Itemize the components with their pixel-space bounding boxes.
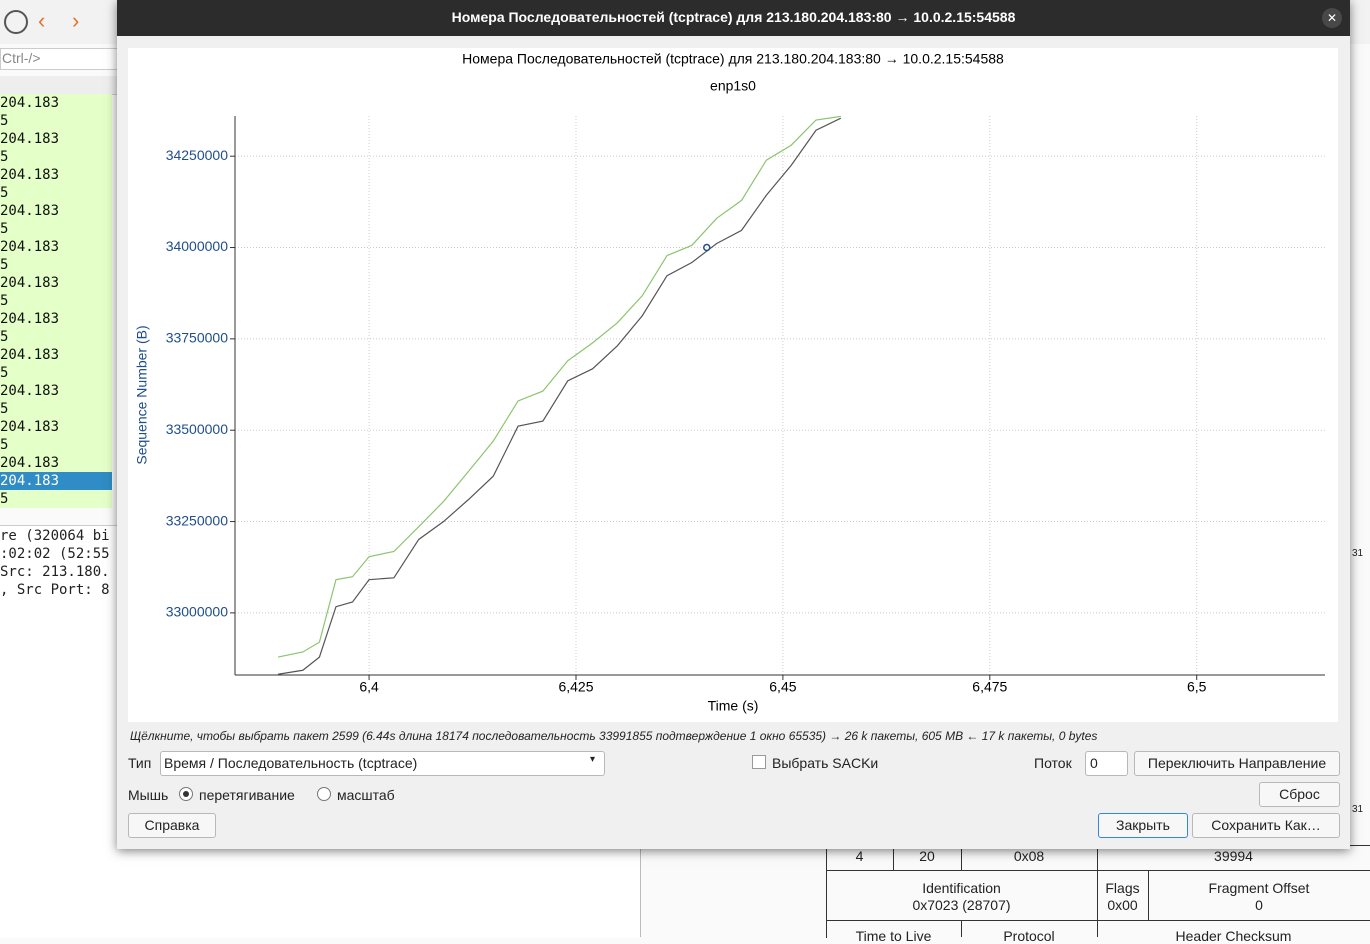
dialog-title: Номера Последовательностей (tcptrace) дл… xyxy=(451,9,1016,25)
list-row: 204.183 xyxy=(0,166,112,184)
forward-icon[interactable]: › xyxy=(72,8,80,33)
zoom-label: масштаб xyxy=(337,787,395,803)
packet-cell: 20 xyxy=(919,848,935,864)
drag-label: перетягивание xyxy=(199,787,295,803)
packet-cell: 4 xyxy=(855,848,864,864)
list-row: 204.183 xyxy=(0,418,112,436)
status: Щёлкните, чтобы выбрать пакет 2599 (6.44… xyxy=(130,729,1098,743)
sack-label: Выбрать SACKи xyxy=(772,755,879,771)
y-tick-label: 33500000 xyxy=(166,421,229,437)
stream-label: Поток xyxy=(1034,755,1072,771)
type-value: Время / Последовательность (tcptrace) xyxy=(164,755,418,771)
packet-cell: Header Checksum xyxy=(1175,928,1292,944)
packet-cell: 0 xyxy=(1255,897,1263,913)
chart-subtitle: enp1s0 xyxy=(710,78,756,94)
y-tick-label: 33250000 xyxy=(166,512,229,528)
list-row: 204.183 xyxy=(0,382,112,400)
y-tick-label: 33750000 xyxy=(166,330,229,346)
title-bar xyxy=(117,0,1350,36)
cell-line xyxy=(961,920,962,937)
x-axis-label: Time (s) xyxy=(708,698,759,714)
list-row: 5 xyxy=(0,292,112,310)
close-button[interactable]: Закрыть xyxy=(1098,813,1188,838)
sack-checkbox[interactable] xyxy=(752,755,766,769)
selected-point xyxy=(703,243,711,252)
reset-button[interactable]: Сброс xyxy=(1259,782,1340,807)
plot: Номера Последовательностей (tcptrace) дл… xyxy=(128,48,1338,722)
x-tick-label: 6,5 xyxy=(1187,679,1207,695)
packet-cell: Protocol xyxy=(1003,928,1055,944)
series-line xyxy=(277,117,842,675)
drag-radio[interactable] xyxy=(179,787,193,801)
filter-hint: Ctrl-/> xyxy=(2,50,41,66)
save-button[interactable]: Сохранить Как… xyxy=(1192,813,1340,838)
x-tick-label: 6,4 xyxy=(359,679,379,695)
mouse-label: Мышь xyxy=(128,787,169,803)
list-row: 204.183 xyxy=(0,346,112,364)
packet-cell: Identification xyxy=(922,880,1001,896)
zoom-radio[interactable] xyxy=(317,787,331,801)
y-axis-label: Sequence Number (B) xyxy=(134,325,150,464)
type-combo[interactable] xyxy=(160,751,605,776)
list-row: 204.183 xyxy=(0,238,112,256)
help-button[interactable]: Справка xyxy=(128,813,216,838)
combo-arrow: ▾ xyxy=(590,754,596,765)
back-icon[interactable]: ‹ xyxy=(38,8,46,33)
y-tick-label: 34250000 xyxy=(166,147,229,163)
detail-line: , Src Port: 8 xyxy=(0,582,110,598)
list-row: 5 xyxy=(0,184,112,202)
side-label: 31 xyxy=(1352,804,1364,815)
packet-cell: Time to Live xyxy=(855,928,932,944)
list-row: 5 xyxy=(0,400,112,418)
cell-line xyxy=(1097,845,1098,937)
x-tick-label: 6,425 xyxy=(558,679,593,695)
packet-cell: 39994 xyxy=(1214,848,1253,864)
list-row: 5 xyxy=(0,328,112,346)
list-row: 204.183 xyxy=(0,454,112,472)
detail-line: re (320064 bi xyxy=(0,528,110,544)
list-row: 204.183 xyxy=(0,94,112,112)
packet-cell: 0x08 xyxy=(1013,848,1045,864)
icon[interactable] xyxy=(4,10,28,34)
list-row: 204.183 xyxy=(0,274,112,292)
list-header xyxy=(0,76,120,95)
list-row: 204.183 xyxy=(0,130,112,148)
y-tick-label: 33000000 xyxy=(166,604,229,620)
list-row: 204.183 xyxy=(0,472,112,490)
switch-button[interactable]: Переключить Направление xyxy=(1134,751,1340,776)
list-row: 5 xyxy=(0,256,112,274)
list-row: 5 xyxy=(0,112,112,130)
list-row: 5 xyxy=(0,148,112,166)
cell-line xyxy=(961,845,962,870)
plot-background xyxy=(128,48,1338,722)
type-label: Тип xyxy=(128,755,152,771)
list-row: 5 xyxy=(0,490,112,508)
row-line xyxy=(826,870,1370,871)
side-label: 31 xyxy=(1352,548,1364,559)
series-line xyxy=(277,115,841,658)
cell-line xyxy=(1148,870,1149,920)
list-row: 5 xyxy=(0,364,112,382)
cell-line xyxy=(893,845,894,870)
row-line xyxy=(826,920,1370,921)
packet-cell: Flags xyxy=(1105,880,1140,896)
detail-line: :02:02 (52:55 xyxy=(0,546,110,562)
y-tick-label: 34000000 xyxy=(166,238,229,254)
stream-value: 0 xyxy=(1090,755,1098,771)
packet-cell: 0x7023 (28707) xyxy=(912,897,1011,913)
list-row: 204.183 xyxy=(0,202,112,220)
packet-cell: 0x00 xyxy=(1107,897,1138,913)
packet-cell: Fragment Offset xyxy=(1208,880,1310,896)
x-tick-label: 6,475 xyxy=(972,679,1007,695)
chart-title: Номера Последовательностей (tcptrace) дл… xyxy=(462,51,1004,67)
list-row: 204.183 xyxy=(0,310,112,328)
close-icon[interactable]: ✕ xyxy=(1322,8,1342,28)
list-row: 5 xyxy=(0,436,112,454)
x-tick-label: 6,45 xyxy=(769,679,796,695)
list-row: 5 xyxy=(0,220,112,238)
detail-line: Src: 213.180. xyxy=(0,564,110,580)
stream-spin[interactable] xyxy=(1085,751,1128,776)
